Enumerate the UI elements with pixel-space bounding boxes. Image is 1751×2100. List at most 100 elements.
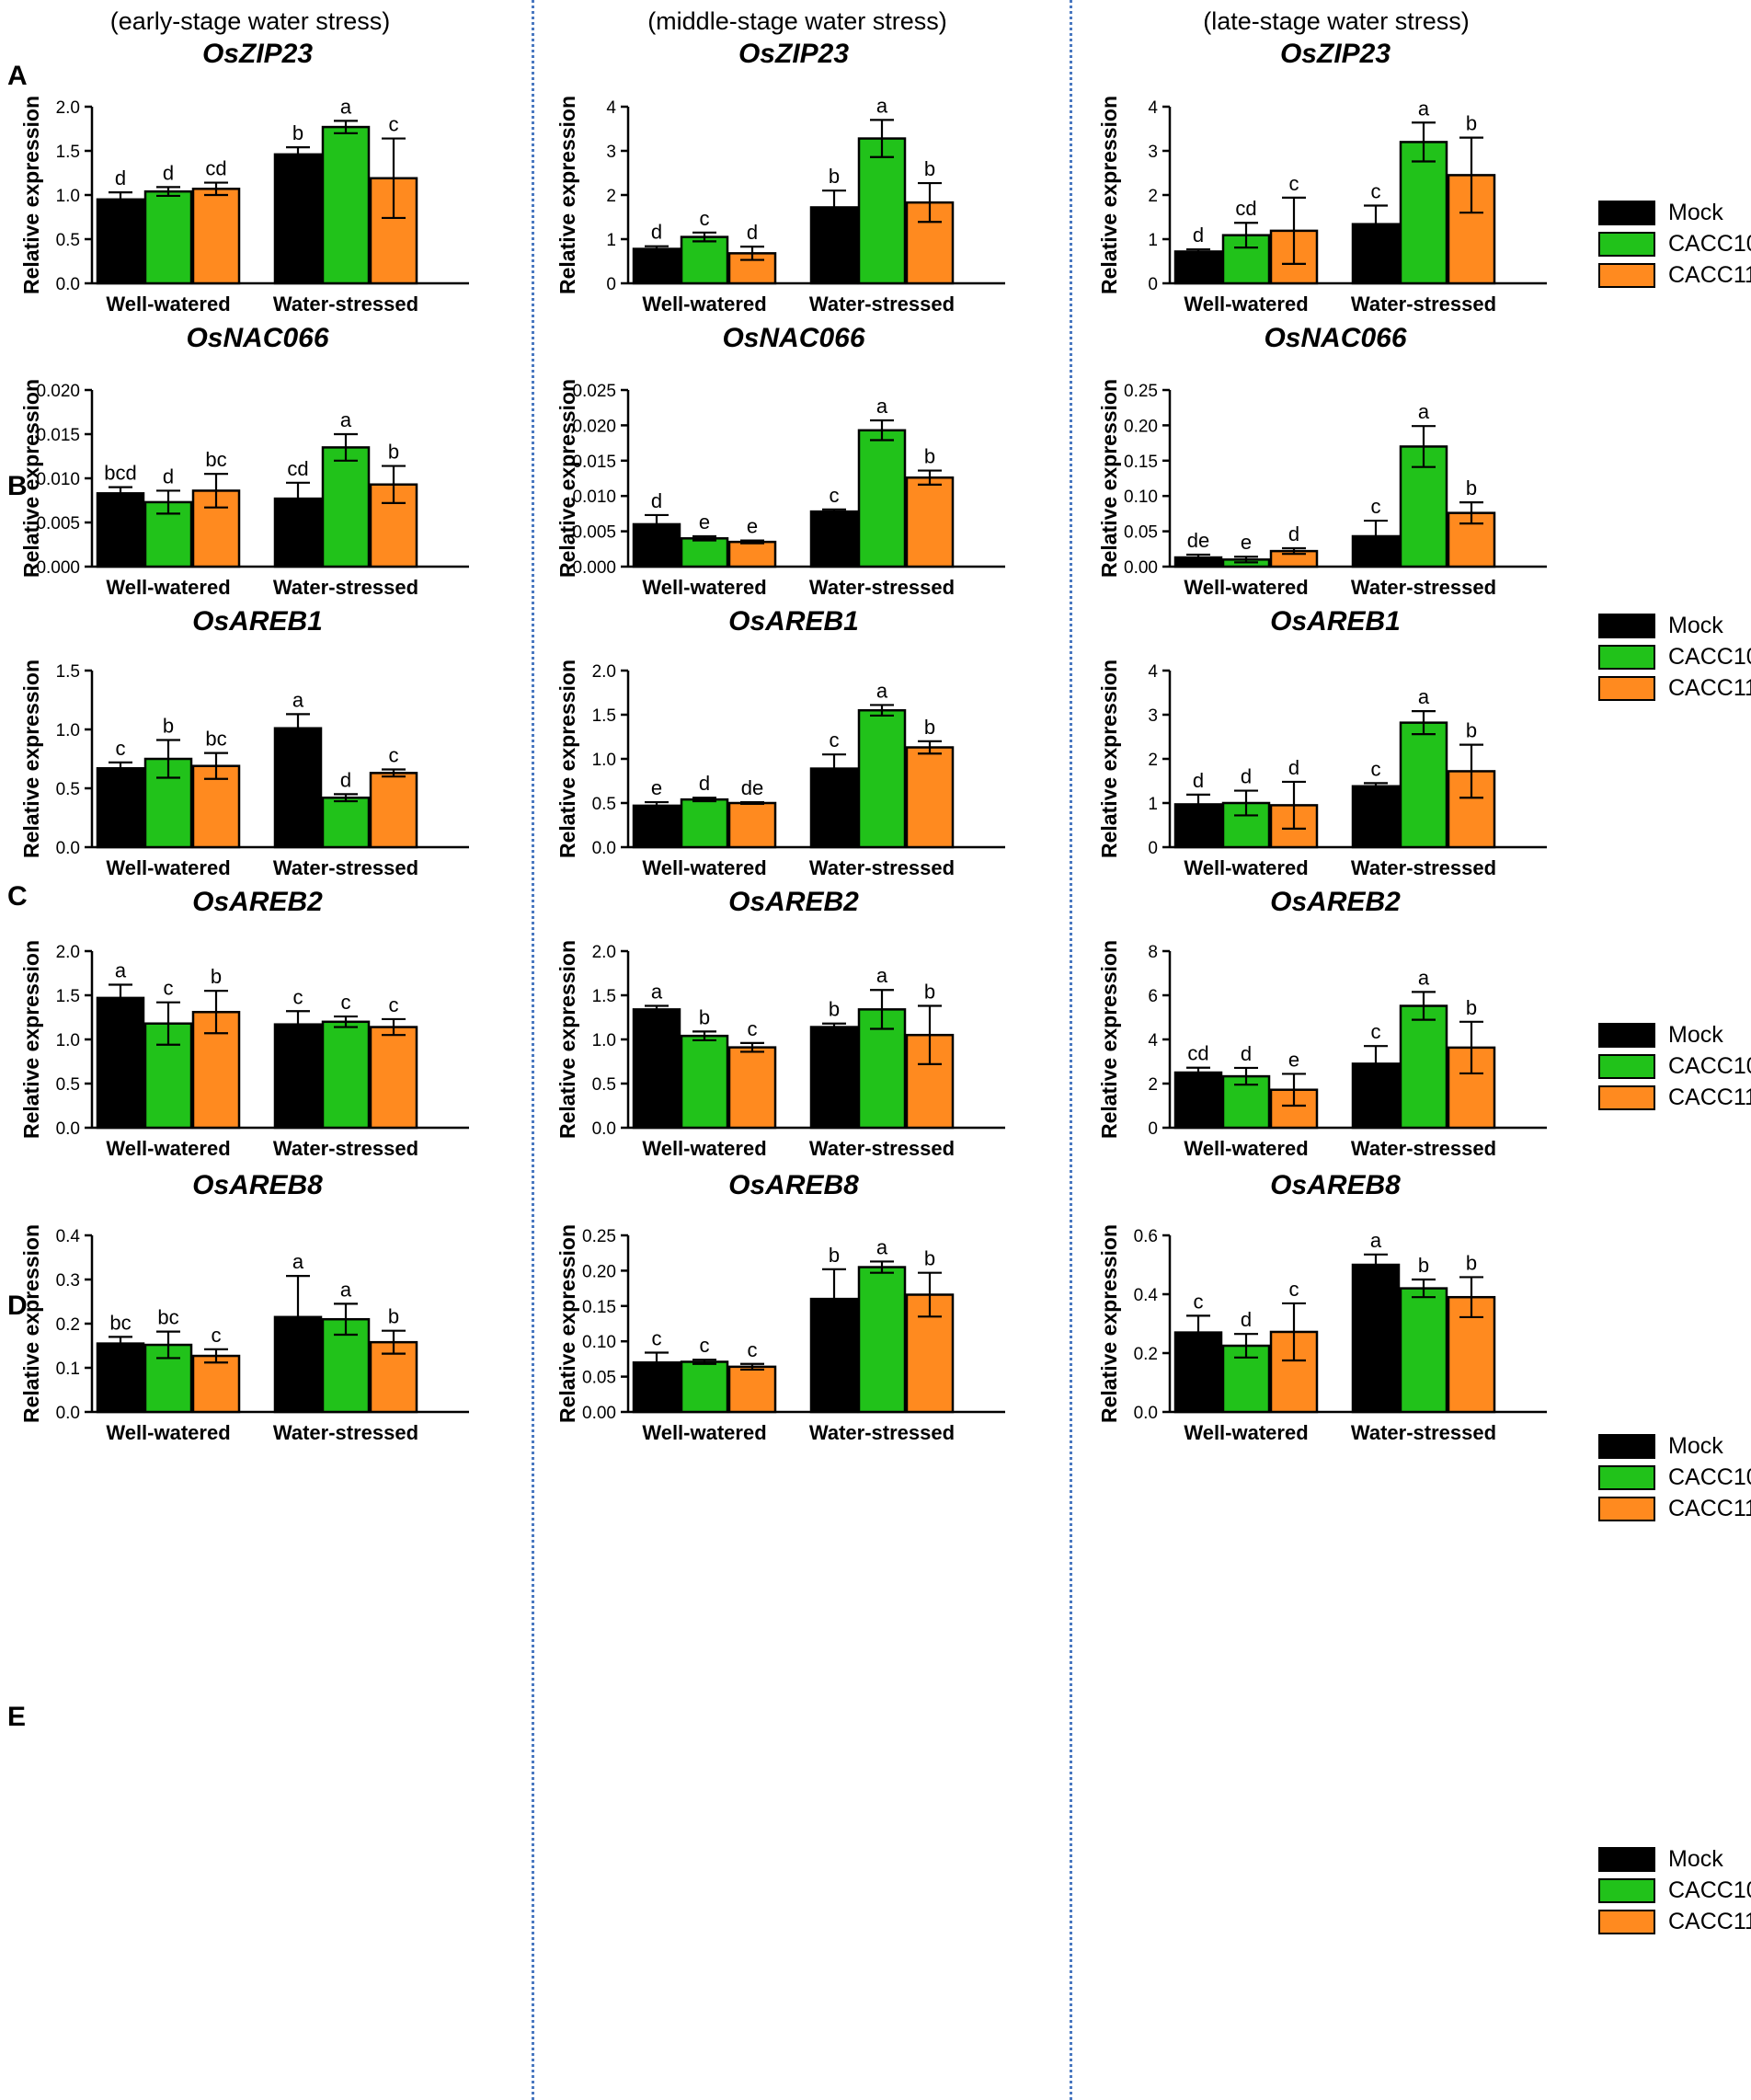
y-tick-label: 0.20 bbox=[1124, 417, 1158, 436]
bar bbox=[632, 1008, 681, 1130]
legend-item-cacc119: CACC119 bbox=[1598, 672, 1751, 704]
y-tick-label: 3 bbox=[1148, 143, 1158, 162]
significance-letter: b bbox=[1466, 476, 1477, 499]
significance-letter: b bbox=[924, 445, 935, 468]
x-category-label: Well-watered bbox=[106, 1137, 230, 1160]
significance-letter: b bbox=[924, 157, 935, 180]
legend-item-mock: Mock bbox=[1598, 610, 1751, 641]
y-tick-label: 0.2 bbox=[1134, 1345, 1158, 1364]
bar bbox=[96, 198, 145, 285]
significance-letter: cd bbox=[287, 457, 308, 480]
y-tick-label: 0.020 bbox=[572, 417, 616, 436]
significance-letter: a bbox=[876, 679, 888, 702]
bar bbox=[857, 1266, 907, 1414]
stage-label-middle: (middle-stage water stress) bbox=[647, 7, 947, 35]
legend-item-cacc119: CACC119 bbox=[1598, 1082, 1751, 1113]
bar bbox=[857, 708, 907, 849]
significance-letter: a bbox=[1370, 1229, 1382, 1252]
x-category-label: Water-stressed bbox=[273, 1137, 418, 1160]
significance-letter: e bbox=[651, 776, 662, 799]
significance-letter: bcd bbox=[104, 462, 136, 485]
significance-letter: c bbox=[389, 993, 399, 1016]
legend-swatch-cacc109 bbox=[1598, 644, 1655, 670]
significance-letter: cd bbox=[205, 157, 226, 180]
y-tick-label: 0.4 bbox=[1134, 1286, 1159, 1305]
bar bbox=[680, 235, 729, 285]
y-axis-label: Relative expression bbox=[19, 379, 43, 578]
bar bbox=[632, 804, 681, 849]
legend-label-mock: Mock bbox=[1668, 199, 1723, 225]
chart-title: OsAREB1 bbox=[728, 606, 859, 637]
significance-letter: d bbox=[699, 772, 710, 795]
bar bbox=[727, 1365, 777, 1414]
row-label-C: C bbox=[7, 881, 28, 912]
significance-letter: a bbox=[1418, 97, 1430, 120]
legend-label-mock: Mock bbox=[1668, 1432, 1723, 1459]
significance-letter: a bbox=[651, 981, 663, 1004]
legend-row-E: Mock CACC109 CACC119 bbox=[1598, 1843, 1751, 1937]
y-tick-label: 0.000 bbox=[36, 558, 80, 578]
significance-letter: e bbox=[1288, 1048, 1299, 1071]
significance-letter: a bbox=[876, 964, 888, 987]
y-tick-label: 0.5 bbox=[592, 1075, 616, 1095]
y-tick-label: 4 bbox=[1148, 98, 1158, 118]
bar bbox=[321, 125, 371, 285]
significance-letter: c bbox=[1371, 495, 1381, 518]
significance-letter: d bbox=[163, 465, 174, 488]
significance-letter: d bbox=[1193, 224, 1204, 247]
significance-letter: c bbox=[341, 991, 351, 1014]
bar bbox=[1351, 785, 1401, 849]
chart-title: OsAREB1 bbox=[1270, 606, 1401, 637]
legend-label-cacc119: CACC119 bbox=[1668, 261, 1751, 288]
y-tick-label: 0 bbox=[1148, 275, 1158, 294]
y-tick-label: 1 bbox=[1148, 231, 1158, 250]
legend-item-cacc109: CACC109 bbox=[1598, 1462, 1751, 1493]
y-tick-label: 2.0 bbox=[56, 943, 80, 962]
bar bbox=[1399, 1287, 1448, 1414]
y-tick-label: 0.0 bbox=[56, 275, 80, 294]
y-tick-label: 1 bbox=[606, 231, 616, 250]
bar bbox=[191, 188, 241, 285]
y-tick-label: 0 bbox=[606, 275, 616, 294]
x-category-label: Well-watered bbox=[106, 293, 230, 316]
x-category-label: Water-stressed bbox=[273, 576, 418, 599]
y-axis-label: Relative expression bbox=[19, 940, 43, 1139]
column-divider-1 bbox=[532, 0, 534, 2100]
y-tick-label: 8 bbox=[1148, 943, 1158, 962]
significance-letter: e bbox=[747, 515, 758, 538]
x-category-label: Well-watered bbox=[1184, 1137, 1308, 1160]
y-axis-label: Relative expression bbox=[555, 379, 579, 578]
y-tick-label: 0.025 bbox=[572, 382, 616, 401]
x-category-label: Water-stressed bbox=[273, 1421, 418, 1444]
row-label-A: A bbox=[7, 61, 28, 91]
chart-title: OsNAC066 bbox=[722, 323, 864, 353]
y-tick-label: 2.0 bbox=[592, 662, 616, 682]
chart-title: OsZIP23 bbox=[1280, 39, 1390, 69]
significance-letter: d bbox=[1288, 522, 1299, 545]
significance-letter: b bbox=[699, 1005, 710, 1028]
significance-letter: bc bbox=[109, 1311, 131, 1334]
significance-letter: d bbox=[115, 166, 126, 189]
x-category-label: Well-watered bbox=[106, 856, 230, 879]
chart-title: OsNAC066 bbox=[186, 323, 328, 353]
significance-letter: c bbox=[1371, 180, 1381, 203]
y-tick-label: 0.6 bbox=[1134, 1227, 1158, 1246]
x-category-label: Water-stressed bbox=[809, 856, 955, 879]
bar bbox=[1399, 1004, 1448, 1130]
legend-swatch-cacc109 bbox=[1598, 1877, 1655, 1903]
x-category-label: Well-watered bbox=[1184, 576, 1308, 599]
x-category-label: Well-watered bbox=[642, 1137, 766, 1160]
significance-letter: b bbox=[211, 965, 222, 988]
y-tick-label: 1.0 bbox=[56, 187, 80, 206]
y-axis-label: Relative expression bbox=[1097, 660, 1121, 858]
significance-letter: c bbox=[652, 1326, 662, 1349]
y-tick-label: 0.20 bbox=[582, 1262, 616, 1281]
significance-letter: d bbox=[340, 768, 351, 791]
chart-title: OsAREB2 bbox=[192, 887, 323, 917]
significance-letter: de bbox=[741, 776, 763, 799]
legend-swatch-cacc109 bbox=[1598, 1053, 1655, 1079]
bar bbox=[857, 137, 907, 285]
legend-item-cacc119: CACC119 bbox=[1598, 259, 1751, 291]
significance-letter: a bbox=[876, 94, 888, 117]
bar bbox=[809, 510, 859, 568]
